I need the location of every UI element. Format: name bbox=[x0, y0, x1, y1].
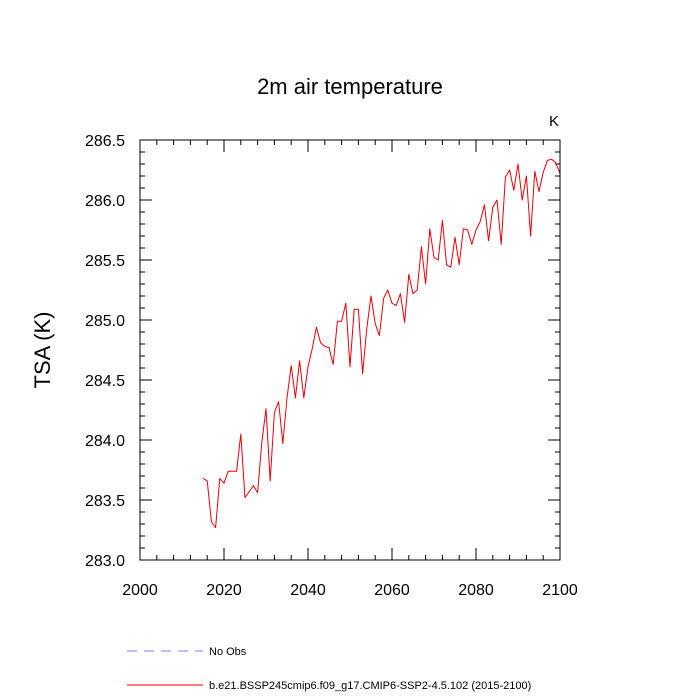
x-tick-label: 2080 bbox=[458, 582, 494, 599]
tick-labels: 2000 2020 2040 2060 2080 2100 283.0 283.5 284.0 2… bbox=[85, 133, 578, 599]
y-tick-label: 283.5 bbox=[85, 493, 125, 510]
y-tick-label: 284.5 bbox=[85, 373, 125, 390]
y-tick-label: 286.0 bbox=[85, 193, 125, 210]
x-tick-label: 2040 bbox=[290, 582, 326, 599]
units-label: K bbox=[549, 113, 559, 130]
y-axis-label: TSA (K) bbox=[30, 311, 55, 388]
plot-frame bbox=[139, 139, 561, 561]
x-tick-label: 2020 bbox=[206, 582, 242, 599]
y-tick-label: 286.5 bbox=[85, 133, 125, 150]
y-tick-label: 284.0 bbox=[85, 433, 125, 450]
y-tick-label: 285.0 bbox=[85, 313, 125, 330]
y-tick-label: 283.0 bbox=[85, 553, 125, 570]
minor-ticks bbox=[140, 140, 560, 560]
x-tick-label: 2060 bbox=[374, 582, 410, 599]
legend-label-model: b.e21.BSSP245cmip6.f09_g17.CMIP6-SSP2-4.… bbox=[209, 680, 531, 692]
legend: No Obs b.e21.BSSP245cmip6.f09_g17.CMIP6-… bbox=[127, 646, 531, 692]
chart-title: 2m air temperature bbox=[257, 74, 443, 99]
x-tick-label: 2000 bbox=[122, 582, 158, 599]
y-tick-label: 285.5 bbox=[85, 253, 125, 270]
legend-label-no-obs: No Obs bbox=[209, 646, 247, 658]
x-tick-label: 2100 bbox=[542, 582, 578, 599]
series-line-0 bbox=[202, 158, 561, 529]
series-layer bbox=[202, 158, 561, 529]
